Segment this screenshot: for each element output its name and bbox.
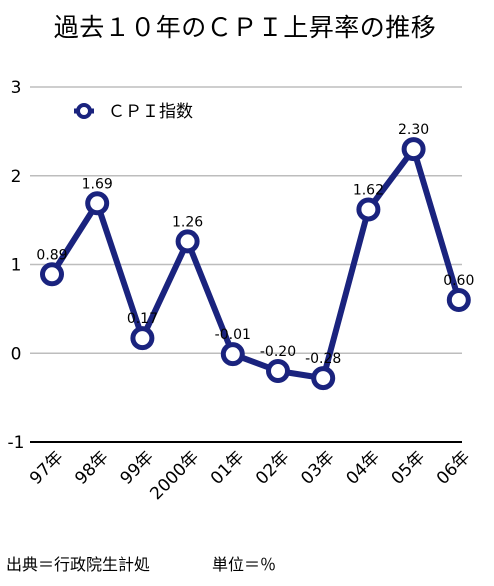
data-point [446,288,471,312]
x-tick-label: 2000年 [146,447,203,504]
y-axis-ticks: 3 2 1 0 -1 [8,78,25,453]
data-point [175,229,200,254]
grid-lines [30,86,462,443]
legend-label: ＣＰＩ指数 [108,102,193,122]
x-tick-label: 01年 [207,447,248,488]
data-label: -0.28 [305,351,341,367]
x-tick-label: 99年 [116,447,157,488]
data-labels: 0.89 1.69 0.17 1.26 -0.01 -0.20 -0.28 1.62 2.30 0… [36,122,474,367]
x-tick-label: 98年 [71,447,112,488]
data-label: 0.60 [443,273,474,289]
series-cpi [40,137,471,391]
data-label: 0.89 [36,247,67,263]
x-tick-label: 02年 [252,447,293,488]
data-point [130,326,155,351]
x-tick-label: 06年 [433,447,474,488]
data-label: 2.30 [398,122,429,138]
y-tick-label: -1 [8,433,25,453]
series-line [49,146,462,382]
data-point [311,366,336,391]
x-tick-label: 03年 [297,447,338,488]
y-tick-label: 3 [11,78,22,98]
data-point [40,262,64,287]
x-tick-label: 04年 [342,447,383,488]
data-point [266,359,290,383]
x-tick-label: 97年 [26,447,67,488]
chart-title: 過去１０年のＣＰＩ上昇率の推移 [54,13,437,42]
y-tick-label: 1 [11,256,22,276]
data-point [356,197,381,222]
data-label: 1.26 [172,214,203,230]
data-point [85,191,110,216]
data-label: 1.62 [353,182,384,198]
legend-marker [76,103,92,119]
footer-unit: 単位＝％ [212,555,276,574]
footer-source: 出典＝行政院生計処 [6,555,150,574]
x-tick-label: 05年 [388,447,429,488]
data-point [401,137,426,162]
data-label: -0.01 [215,327,251,343]
legend: ＣＰＩ指数 [74,102,193,122]
y-tick-label: 0 [11,344,22,364]
data-label: 0.17 [127,311,158,327]
data-label: -0.20 [260,344,296,360]
y-tick-label: 2 [11,167,22,187]
data-label: 1.69 [82,176,113,192]
data-point [220,342,245,367]
